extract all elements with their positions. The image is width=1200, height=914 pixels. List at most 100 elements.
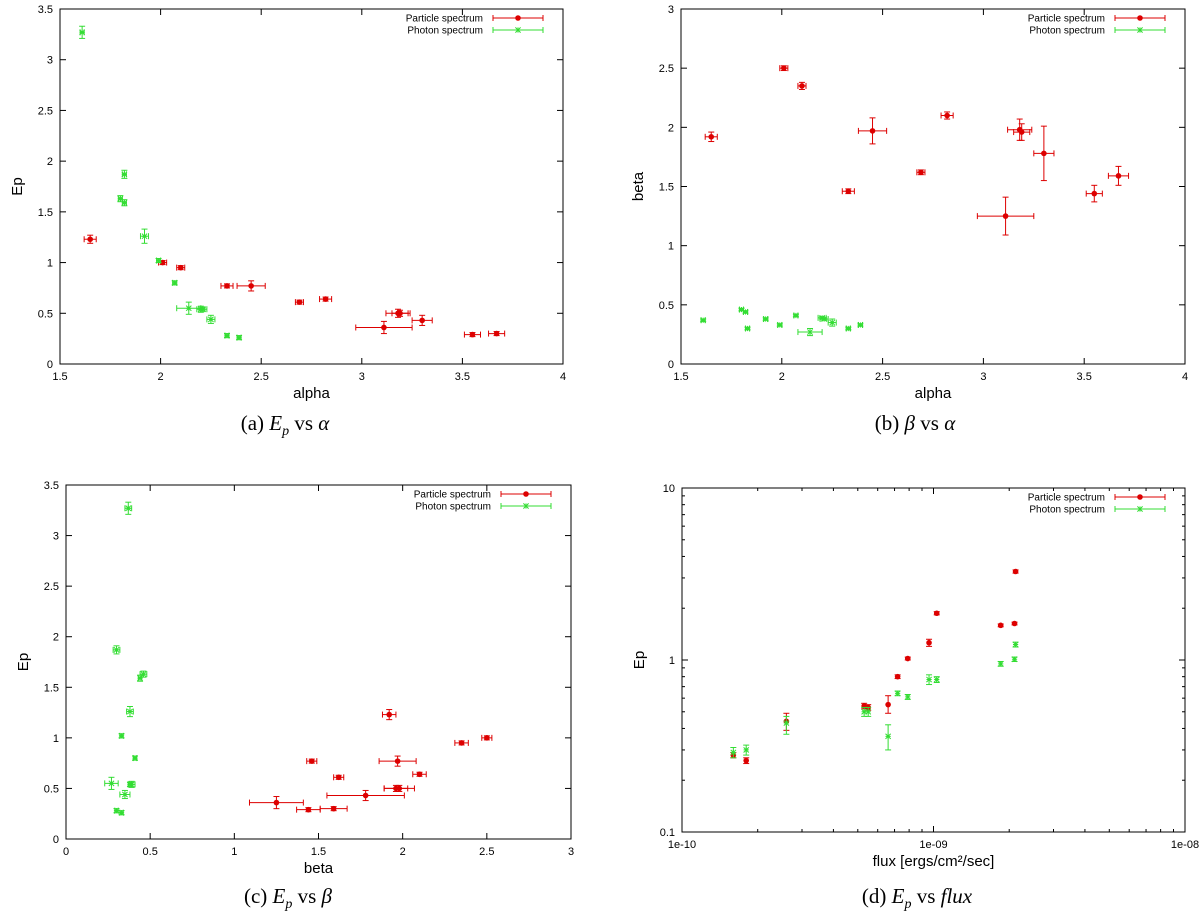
y-axis-label: beta (630, 171, 647, 201)
y-tick-label: 0.5 (38, 308, 53, 320)
y-tick-label: 3 (47, 55, 53, 67)
series-particle (83, 234, 506, 338)
x-tick-label: 1 (231, 846, 237, 858)
legend-marker-photon (523, 503, 529, 509)
data-point (124, 501, 133, 515)
legend-marker-particle (523, 491, 529, 497)
data-point (248, 796, 304, 810)
legend-label-photon: Photon spectrum (407, 26, 483, 37)
data-point (704, 131, 718, 143)
legend-label-photon: Photon spectrum (415, 502, 491, 513)
data-point (391, 309, 409, 317)
y-tick-label: 2.5 (659, 63, 674, 75)
data-point (730, 746, 737, 759)
data-point (306, 758, 318, 765)
data-point (79, 25, 86, 39)
data-point (176, 264, 186, 271)
caption-d: (d) Ep vs flux (861, 884, 973, 913)
legend-marker-particle (1137, 15, 1143, 21)
y-axis-label: Ep (9, 177, 26, 195)
x-tick-label: 4 (1182, 371, 1188, 383)
series-particle (704, 65, 1130, 236)
x-tick-label: 2.5 (254, 371, 269, 383)
data-point (223, 332, 230, 339)
data-point (1013, 123, 1031, 141)
series-particle (730, 568, 1019, 765)
y-tick-label: 3.5 (38, 4, 53, 16)
data-point (700, 317, 707, 324)
chart-panel-b: 1.5 2 2.5 3 3.5 4 0 0.5 1 1.5 2 2.5 3 alpha beta Partic… (630, 4, 1188, 402)
data-point (792, 312, 799, 319)
x-tick-label: 1e-08 (1171, 839, 1199, 851)
y-tick-label: 0 (668, 359, 674, 371)
plot-frame (680, 8, 1186, 365)
plot-frame (59, 8, 564, 365)
y-tick-label: 2 (47, 156, 53, 168)
x-tick-label: 2 (779, 371, 785, 383)
y-tick-label: 2 (668, 122, 674, 134)
y-tick-label: 0.5 (659, 300, 674, 312)
data-point (118, 732, 125, 739)
data-point (119, 789, 131, 800)
data-point (132, 755, 139, 762)
data-point (411, 314, 433, 326)
y-tick-label: 3 (53, 531, 59, 543)
y-tick-label: 0 (53, 834, 59, 846)
series-particle (248, 709, 493, 813)
legend-marker-particle (1137, 494, 1143, 500)
data-point (1012, 641, 1019, 648)
data-point (819, 316, 829, 323)
y-axis-label: Ep (15, 653, 32, 671)
legend-label-photon: Photon spectrum (1029, 26, 1105, 37)
data-point (412, 771, 427, 778)
chart-panel-d: 1e-10 1e-09 1e-08 0.1 1 10 flux [ergs/cm²/sec]… (631, 483, 1199, 870)
y-tick-label: 1 (53, 733, 59, 745)
data-point (933, 610, 940, 617)
x-axis-label: alpha (293, 385, 330, 402)
caption-b: (b) β vs α (874, 411, 956, 435)
x-tick-label: 1e-09 (919, 839, 947, 851)
y-tick-label: 2 (53, 632, 59, 644)
legend-label-particle: Particle spectrum (1028, 14, 1105, 25)
plot-frame (681, 487, 1186, 833)
data-point (83, 234, 97, 244)
x-tick-label: 0.5 (143, 846, 158, 858)
data-point (997, 660, 1004, 667)
data-point (126, 781, 133, 788)
legend-marker-particle (515, 15, 521, 21)
data-point (885, 724, 892, 751)
data-point (762, 316, 769, 323)
data-point (381, 709, 397, 721)
data-point (783, 715, 790, 735)
legend-label-particle: Particle spectrum (414, 490, 491, 501)
y-tick-label: 1.5 (38, 207, 53, 219)
plot-frame (65, 484, 572, 840)
legend-marker-photon (1137, 506, 1143, 512)
data-point (236, 280, 266, 292)
data-point (454, 739, 469, 746)
x-tick-label: 3 (359, 371, 365, 383)
x-axis-label: alpha (915, 385, 952, 402)
data-point (742, 308, 749, 315)
x-tick-label: 0 (63, 846, 69, 858)
x-tick-label: 1.5 (673, 371, 688, 383)
x-tick-label: 1e-10 (668, 839, 696, 851)
y-tick-label: 1 (668, 241, 674, 253)
data-point (976, 196, 1035, 236)
legend-label-photon: Photon spectrum (1029, 505, 1105, 516)
y-tick-label: 1.5 (659, 182, 674, 194)
chart-panel-a: 1.5 2 2.5 3 3.5 4 0 0.5 1 1.5 2 2.5 3 3.5 alpha Ep Parti… (9, 4, 566, 402)
data-point (121, 169, 128, 179)
data-point (171, 279, 178, 286)
y-tick-label: 1 (47, 258, 53, 270)
legend-marker-photon (1137, 27, 1143, 33)
data-point (294, 299, 304, 306)
x-tick-label: 3 (980, 371, 986, 383)
data-point (112, 645, 121, 655)
legend-label-particle: Particle spectrum (406, 14, 483, 25)
y-axis-label: Ep (631, 651, 648, 669)
caption-c: (c) Ep vs β (243, 884, 333, 913)
